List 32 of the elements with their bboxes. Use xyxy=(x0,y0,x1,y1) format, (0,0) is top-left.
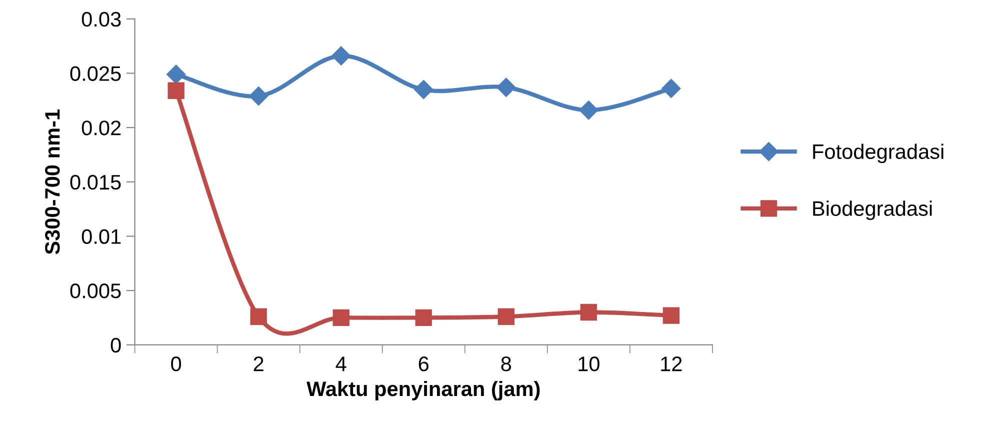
point xyxy=(662,307,680,324)
point xyxy=(249,86,268,106)
point xyxy=(496,78,516,97)
point xyxy=(168,82,184,99)
point xyxy=(579,100,598,120)
y-tick-label: 0.025 xyxy=(70,66,121,81)
x-tick-label: 10 xyxy=(578,356,600,372)
point xyxy=(580,304,597,321)
y-tick-label: 0.005 xyxy=(70,284,121,298)
point xyxy=(332,309,350,326)
x-tick-label: 0 xyxy=(171,356,182,372)
y-tick-label: 0.03 xyxy=(82,12,121,27)
legend-label: Biodegradasi xyxy=(813,200,932,220)
y-tick-label: 0.02 xyxy=(82,120,121,136)
y-tick-label: 0 xyxy=(110,338,121,353)
point xyxy=(250,308,267,325)
y-axis-title: S300-700 nm-1 xyxy=(45,110,60,254)
x-tick-label: 12 xyxy=(661,356,682,372)
x-axis-title: Waktu penyinaran (jam) xyxy=(306,380,540,400)
point xyxy=(332,46,351,66)
x-tick-label: 8 xyxy=(501,356,512,372)
legend-label: Fotodegradasi xyxy=(813,144,944,164)
point xyxy=(414,80,434,100)
point xyxy=(166,64,186,84)
x-tick-label: 6 xyxy=(418,356,428,372)
point xyxy=(662,78,681,98)
y-tick-label: 0.01 xyxy=(82,229,121,244)
x-tick-label: 4 xyxy=(336,356,346,372)
point xyxy=(498,308,514,325)
y-tick-label: 0.015 xyxy=(70,174,121,190)
point xyxy=(415,309,432,326)
x-tick-label: 2 xyxy=(254,356,264,372)
